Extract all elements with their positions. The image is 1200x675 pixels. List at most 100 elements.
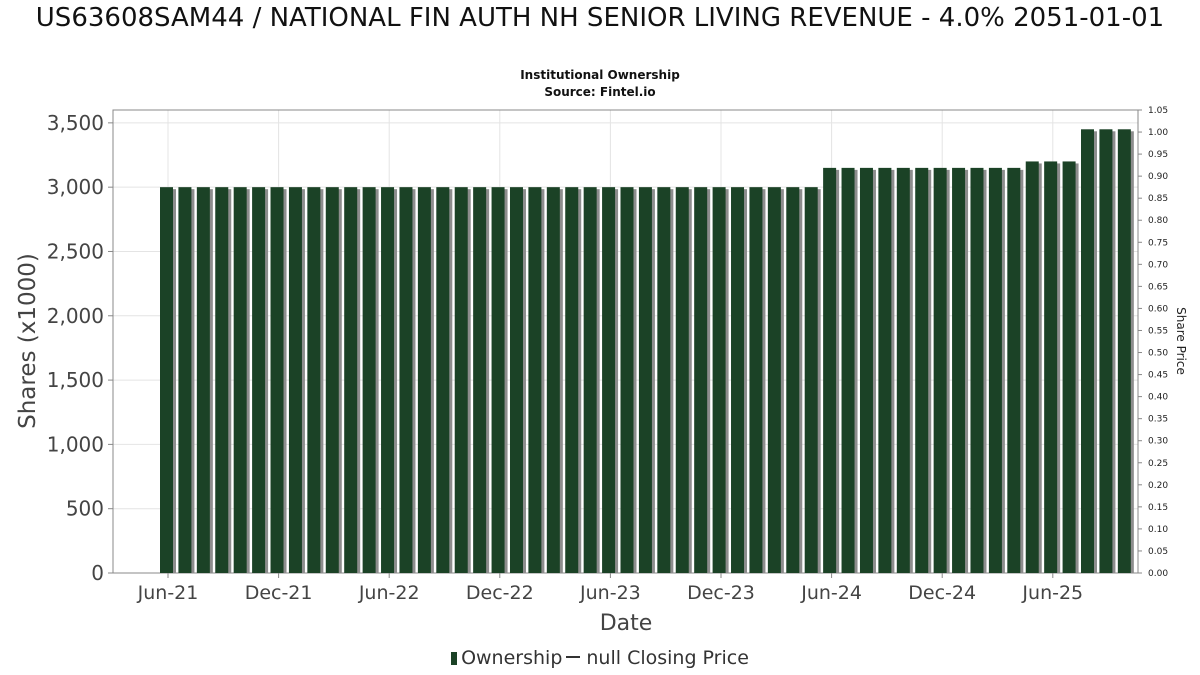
chart-title: US63608SAM44 / NATIONAL FIN AUTH NH SENI… — [35, 3, 1165, 33]
ownership-bar — [270, 187, 284, 573]
x-tick-label: Dec-21 — [245, 582, 313, 604]
ownership-bar — [1099, 129, 1113, 573]
y-tick-label: 1,000 — [47, 432, 104, 456]
ownership-bar — [546, 187, 560, 573]
bars — [160, 129, 1134, 573]
y-tick-label: 2,000 — [47, 304, 104, 328]
y2-tick-label: 0.20 — [1148, 481, 1168, 491]
y2-tick-label: 1.05 — [1148, 106, 1168, 116]
ownership-bar — [362, 187, 376, 573]
ownership-bar — [307, 187, 321, 573]
ownership-bar — [804, 187, 818, 573]
ownership-legend-swatch — [451, 652, 458, 665]
y2-tick-label: 1.00 — [1148, 128, 1168, 138]
ownership-bar — [988, 167, 1002, 573]
ownership-bar — [1025, 161, 1039, 573]
y2-tick-label: 0.55 — [1148, 326, 1168, 336]
ownership-bar — [1007, 167, 1021, 573]
y-axis: 0 500 1,000 1,500 2,000 2,500 3,000 3,500 — [47, 111, 113, 585]
ownership-bar — [823, 167, 837, 573]
ownership-bar — [417, 187, 431, 573]
ownership-bar — [344, 187, 358, 573]
ownership-bar — [1081, 129, 1094, 573]
ownership-bar — [325, 187, 339, 573]
ownership-bar — [731, 187, 745, 573]
y2-tick-label: 0.60 — [1148, 304, 1168, 314]
ownership-bar — [620, 187, 634, 573]
ownership-bar — [915, 167, 929, 573]
ownership-bar — [473, 187, 487, 573]
y2-tick-label: 0.70 — [1148, 260, 1168, 270]
ownership-bar — [767, 187, 781, 573]
y2-tick-label: 0.80 — [1148, 216, 1168, 226]
x-tick-label: Dec-22 — [466, 582, 534, 604]
ownership-bar — [602, 187, 616, 573]
ownership-bar — [675, 187, 689, 573]
y2-tick-label: 0.95 — [1148, 150, 1168, 160]
y2-tick-label: 0.65 — [1148, 282, 1168, 292]
y2-tick-label: 0.45 — [1148, 371, 1168, 381]
ownership-bar — [638, 187, 652, 573]
x-tick-label: Jun-23 — [579, 582, 641, 604]
y-tick-label: 3,500 — [47, 111, 104, 135]
ownership-bar — [933, 167, 947, 573]
x-tick-label: Jun-25 — [1021, 582, 1083, 604]
legend-item-ownership: Ownership — [461, 647, 563, 669]
chart-subtitle-line-2: Source: Fintel.io — [544, 85, 656, 99]
ownership-bar — [583, 187, 597, 573]
x-tick-label: Jun-21 — [137, 582, 199, 604]
ownership-bar — [252, 187, 266, 573]
y-tick-label: 2,500 — [47, 239, 104, 263]
y-tick-label: 500 — [66, 497, 104, 521]
y2-tick-label: 0.30 — [1148, 437, 1168, 447]
x-tick-label: Jun-24 — [800, 582, 862, 604]
ownership-bar — [1044, 161, 1058, 573]
ownership-bar — [178, 187, 192, 573]
ownership-bar — [381, 187, 395, 573]
y2-tick-label: 0.35 — [1148, 415, 1168, 425]
ownership-bar — [952, 167, 966, 573]
chart-subtitle-line-1: Institutional Ownership — [520, 68, 680, 82]
ownership-bar — [509, 187, 523, 573]
ownership-bar — [970, 167, 984, 573]
y-axis-label: Shares (x1000) — [15, 253, 41, 429]
x-axis: Jun-21 Dec-21 Jun-22 Dec-22 Jun-23 Dec-23 Jun-… — [137, 573, 1083, 604]
ownership-bar — [749, 187, 763, 573]
ownership-bar — [1117, 129, 1131, 573]
y-tick-label: 3,000 — [47, 175, 104, 199]
y2-tick-label: 0.90 — [1148, 172, 1168, 182]
ownership-bar — [436, 187, 450, 573]
ownership-bar — [712, 187, 726, 573]
ownership-bar — [657, 187, 671, 573]
y-tick-label: 1,500 — [47, 368, 104, 392]
ownership-bar — [896, 167, 910, 573]
y2-tick-label: 0.75 — [1148, 238, 1168, 248]
y2-tick-label: 0.00 — [1148, 569, 1168, 579]
ownership-bar — [786, 187, 800, 573]
x-tick-label: Jun-22 — [358, 582, 420, 604]
y-tick-label: 0 — [91, 561, 104, 585]
legend-item-closing-price: null Closing Price — [586, 647, 749, 669]
ownership-bar — [491, 187, 505, 573]
y2-tick-label: 0.10 — [1148, 525, 1168, 535]
y2-tick-label: 0.05 — [1148, 547, 1168, 557]
y2-tick-label: 0.50 — [1148, 349, 1168, 359]
ownership-bar — [215, 187, 229, 573]
ownership-bar — [859, 167, 873, 573]
ownership-bar — [399, 187, 413, 573]
ownership-bar — [878, 167, 892, 573]
ownership-bar — [196, 187, 210, 573]
y2-axis: 0.00 0.05 0.10 0.15 0.20 0.25 0.30 0.35 0.40 0.45… — [1138, 106, 1168, 579]
ownership-bar — [160, 187, 173, 573]
x-tick-label: Dec-24 — [908, 582, 976, 604]
y2-tick-label: 0.85 — [1148, 194, 1168, 204]
ownership-bar — [694, 187, 708, 573]
ownership-bar — [841, 167, 855, 573]
x-axis-label: Date — [600, 611, 653, 636]
closing-price-legend-line — [566, 656, 581, 658]
ownership-bar — [528, 187, 542, 573]
ownership-bar — [565, 187, 579, 573]
legend: Ownership null Closing Price — [0, 647, 1200, 669]
y2-axis-label: Share Price — [1174, 307, 1188, 375]
